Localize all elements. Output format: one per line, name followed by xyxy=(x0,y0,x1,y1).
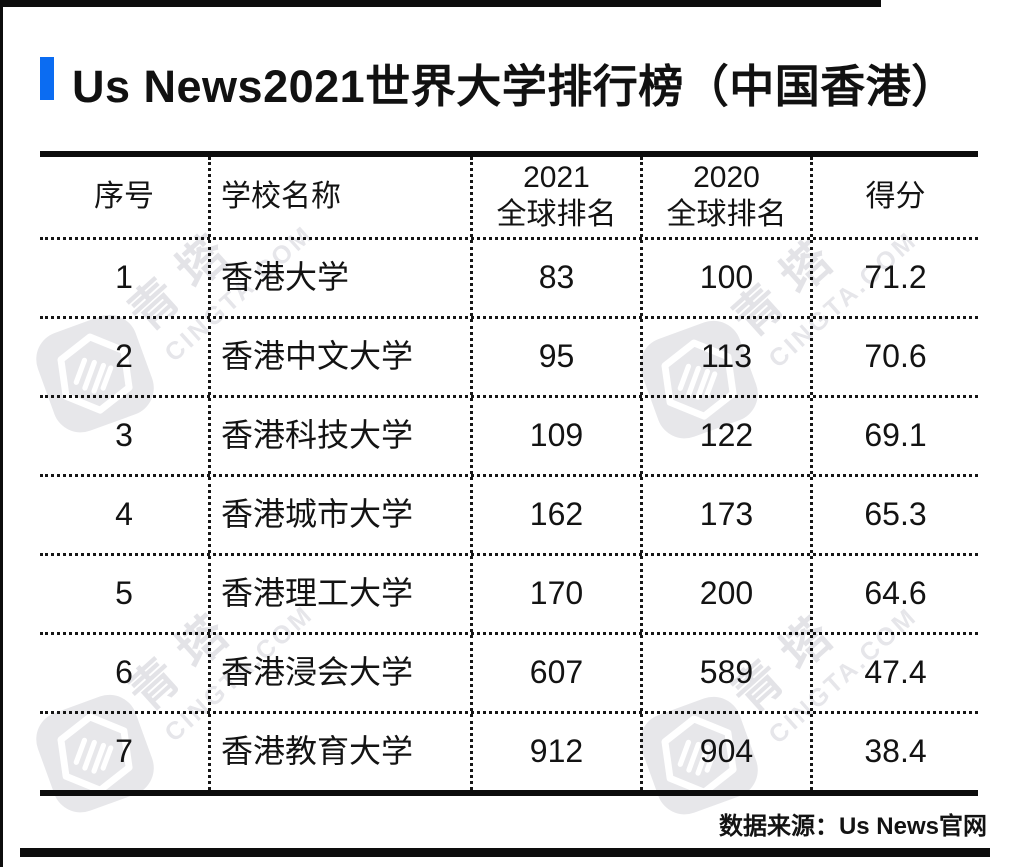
table-row: 4 香港城市大学 162 173 65.3 xyxy=(40,474,978,553)
cell-score: 47.4 xyxy=(810,635,978,711)
table-header-row: 序号 学校名称 2021 全球排名 2020 全球排名 得分 xyxy=(40,157,978,237)
cell-rank: 1 xyxy=(115,259,133,296)
ranking-table: 序号 学校名称 2021 全球排名 2020 全球排名 得分 1 香港大学 83… xyxy=(40,151,978,796)
cell-score: 70.6 xyxy=(810,319,978,395)
table-row: 7 香港教育大学 912 904 38.4 xyxy=(40,711,978,790)
table-row: 3 香港科技大学 109 122 69.1 xyxy=(40,395,978,474)
cell-score: 69.1 xyxy=(810,398,978,474)
cell-rank-2020: 122 xyxy=(640,398,810,474)
left-frame-bar xyxy=(0,0,3,867)
cell-rank-2021: 162 xyxy=(470,477,640,553)
table-row: 1 香港大学 83 100 71.2 xyxy=(40,237,978,316)
cell-rank: 7 xyxy=(115,733,133,770)
column-header-rank: 序号 xyxy=(94,179,154,213)
cell-rank: 5 xyxy=(115,575,133,612)
top-frame-bar xyxy=(0,0,881,7)
cell-rank: 3 xyxy=(115,417,133,454)
cell-school: 香港城市大学 xyxy=(208,477,470,553)
cell-rank: 2 xyxy=(115,338,133,375)
cell-school: 香港大学 xyxy=(208,240,470,316)
cell-rank-2020: 173 xyxy=(640,477,810,553)
title-accent-bar xyxy=(40,57,54,100)
cell-score: 71.2 xyxy=(810,240,978,316)
cell-school: 香港理工大学 xyxy=(208,556,470,632)
cell-score: 38.4 xyxy=(810,714,978,790)
page-title: Us News2021世界大学排行榜（中国香港） xyxy=(72,61,957,112)
cell-school: 香港浸会大学 xyxy=(208,635,470,711)
cell-rank-2021: 109 xyxy=(470,398,640,474)
cell-rank-2021: 95 xyxy=(470,319,640,395)
cell-rank-2021: 170 xyxy=(470,556,640,632)
column-header-score: 得分 xyxy=(810,157,978,237)
table-row: 6 香港浸会大学 607 589 47.4 xyxy=(40,632,978,711)
cell-rank-2020: 113 xyxy=(640,319,810,395)
cell-school: 香港科技大学 xyxy=(208,398,470,474)
column-header-school: 学校名称 xyxy=(208,157,470,237)
cell-rank: 4 xyxy=(115,496,133,533)
column-header-rank-2021: 2021 全球排名 xyxy=(470,157,640,237)
table-row: 5 香港理工大学 170 200 64.6 xyxy=(40,553,978,632)
cell-score: 64.6 xyxy=(810,556,978,632)
data-source-note: 数据来源：Us News官网 xyxy=(718,813,987,840)
cell-rank-2020: 904 xyxy=(640,714,810,790)
cell-rank-2020: 100 xyxy=(640,240,810,316)
table-row: 2 香港中文大学 95 113 70.6 xyxy=(40,316,978,395)
bottom-frame-bar xyxy=(20,848,990,857)
cell-rank-2020: 200 xyxy=(640,556,810,632)
cell-rank-2021: 83 xyxy=(470,240,640,316)
cell-school: 香港中文大学 xyxy=(208,319,470,395)
cell-score: 65.3 xyxy=(810,477,978,553)
cell-school: 香港教育大学 xyxy=(208,714,470,790)
cell-rank-2020: 589 xyxy=(640,635,810,711)
column-header-rank-2020: 2020 全球排名 xyxy=(640,157,810,237)
cell-rank-2021: 607 xyxy=(470,635,640,711)
cell-rank: 6 xyxy=(115,654,133,691)
cell-rank-2021: 912 xyxy=(470,714,640,790)
